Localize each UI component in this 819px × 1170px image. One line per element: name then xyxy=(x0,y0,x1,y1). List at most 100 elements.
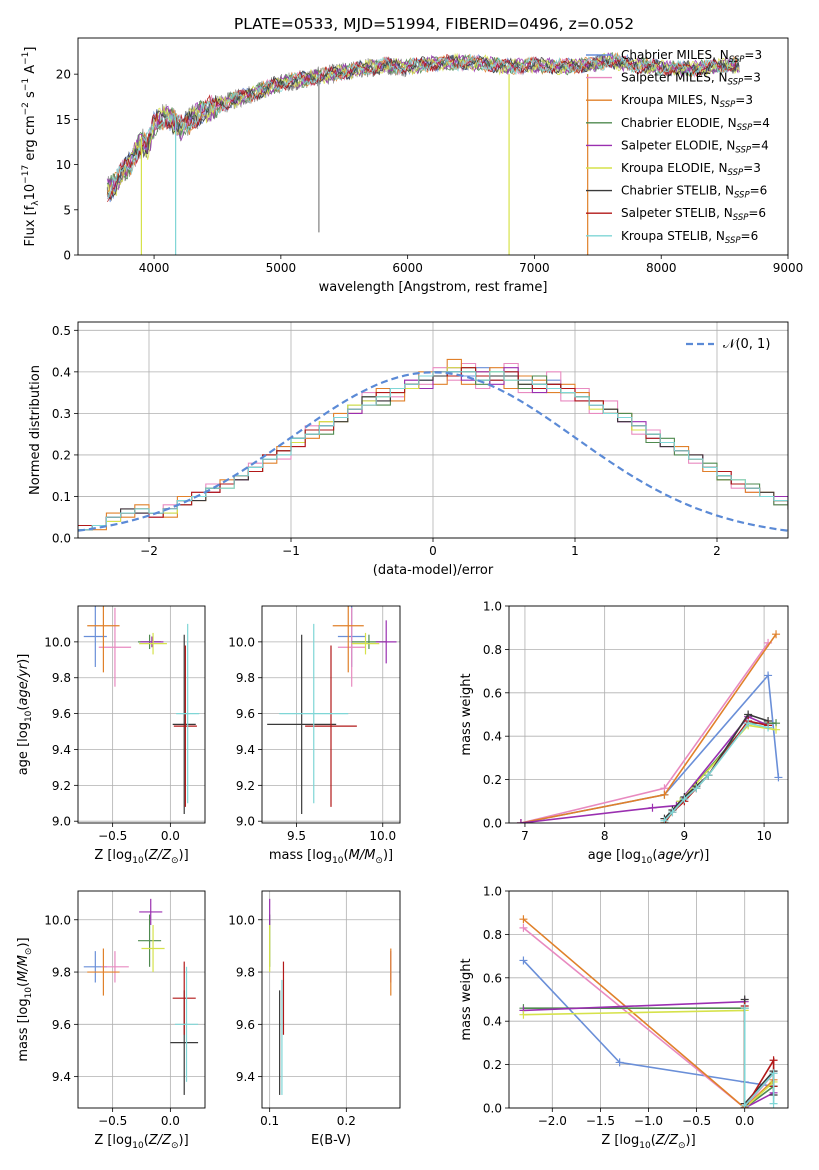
legend-label-chabrier_miles: Chabrier MILES, NSSP=3 xyxy=(621,48,762,65)
weight-marker-kroupa_stelib xyxy=(692,784,701,793)
weight-line-chabrier_stelib xyxy=(743,999,775,1106)
legend-name: Salpeter ELODIE, N xyxy=(621,138,735,152)
y-tick-label: 0.5 xyxy=(52,324,71,338)
legend-name: Chabrier STELIB, N xyxy=(621,184,734,198)
y-tick-label: 0.2 xyxy=(483,773,502,787)
legend-label-salpeter_miles: Salpeter MILES, NSSP=3 xyxy=(621,71,761,88)
weight-marker-kroupa_stelib xyxy=(769,1069,778,1078)
label-part: SSP xyxy=(728,78,744,88)
label-part: SSP xyxy=(733,213,749,223)
y-tick-label: 20 xyxy=(56,68,71,82)
x-tick-label: −0.5 xyxy=(98,829,127,843)
y-axis-label: mass weight xyxy=(459,673,474,755)
axes-frame xyxy=(508,605,789,824)
label-part: M/M xyxy=(16,955,31,982)
label-part: = xyxy=(750,184,760,198)
axes-frame xyxy=(77,890,206,1109)
label-part: age/yr xyxy=(657,848,700,863)
label-part: −1 xyxy=(21,52,31,65)
label-part: ( xyxy=(16,706,31,711)
label-part: )] xyxy=(686,1133,696,1148)
legend-name: Chabrier ELODIE, N xyxy=(621,116,737,130)
spectrum-panel: 4000 5000 6000 7000 8000 9000 0 5 10 15 20 waveleng… xyxy=(21,37,804,295)
legend-nssp: 6 xyxy=(758,206,766,220)
model-spectrum-line-salpeter_stelib xyxy=(106,53,740,203)
weight-marker-kroupa_stelib xyxy=(744,719,753,728)
y-tick-label: 9.8 xyxy=(52,966,71,980)
x-tick-label: −0.5 xyxy=(682,1114,711,1128)
y-tick-label: 15 xyxy=(56,113,71,127)
label-part: )] xyxy=(179,848,189,863)
x-axis-label: mass [log10(M/M⊙)] xyxy=(269,848,393,866)
label-part: s xyxy=(23,91,38,102)
y-tick-label: 1.0 xyxy=(483,885,502,899)
y-tick-label: 9.4 xyxy=(52,1070,71,1084)
y-axis-label: Normed distribution xyxy=(28,365,43,495)
label-part: ( xyxy=(16,982,31,987)
label-part: erg cm xyxy=(23,115,38,164)
label-part: 10 xyxy=(132,856,144,866)
weight-marker-kroupa_miles xyxy=(519,915,528,924)
label-part: = xyxy=(751,138,761,152)
y-tick-label: 9.4 xyxy=(236,743,255,757)
x-tick-label: 4000 xyxy=(139,261,170,275)
y-tick-label: 10.0 xyxy=(44,913,71,927)
weight-marker-chabrier_miles xyxy=(615,1058,624,1067)
label-part: 10 xyxy=(132,1141,144,1151)
label-part: ( xyxy=(144,1133,149,1148)
weight-marker-chabrier_miles xyxy=(774,773,783,782)
label-part: = xyxy=(748,206,758,220)
x-axis-label: Z [log10(Z/Z⊙)] xyxy=(94,848,188,866)
plot-area xyxy=(269,898,392,1095)
legend-nssp: 3 xyxy=(754,48,762,62)
x-tick-label: 7000 xyxy=(519,261,550,275)
label-part: SSP xyxy=(737,123,753,133)
y-tick-label: 5 xyxy=(63,203,71,217)
y-tick-label: 10 xyxy=(56,158,71,172)
y-axis-label-main: Flux [f xyxy=(23,205,38,246)
legend-name: Kroupa STELIB, N xyxy=(621,229,725,243)
label-part: −2 xyxy=(21,102,31,115)
label-part: SSP xyxy=(720,100,736,110)
x-tick-label: −2 xyxy=(140,544,158,558)
y-tick-label: 10.0 xyxy=(228,635,255,649)
label-part: SSP xyxy=(735,145,751,155)
histogram-step-chabrier_stelib xyxy=(78,371,788,531)
y-tick-label: 9.0 xyxy=(236,815,255,829)
y-axis-label: Flux [fλ10−17 erg cm−2 s−1 A−1] xyxy=(21,47,41,247)
label-part: SSP xyxy=(728,168,744,178)
x-tick-label: 5000 xyxy=(266,261,297,275)
y-tick-label: 0.0 xyxy=(483,817,502,831)
x-tick-label: −0.5 xyxy=(98,1114,127,1128)
x-tick-label: 6000 xyxy=(392,261,423,275)
label-part: = xyxy=(741,229,751,243)
weight-marker-salpeter_miles xyxy=(519,923,528,932)
plot-area xyxy=(516,630,783,823)
residuals-panel: −2 −1 0 1 2 0.0 0.1 0.2 0.3 0.4 0.5 (data-model)/er… xyxy=(28,321,789,578)
x-tick-label: 0.0 xyxy=(161,1114,180,1128)
weight-marker-salpeter_elodie xyxy=(516,819,525,823)
x-axis-label-main: (data-model)/error xyxy=(373,563,494,578)
x-axis-label-main: wavelength [Angstrom, rest frame] xyxy=(319,280,548,295)
x-tick-label: 0.0 xyxy=(161,829,180,843)
label-part: Z/Z xyxy=(655,1133,679,1148)
x-tick-label: 0.1 xyxy=(260,1114,279,1128)
x-tick-label: 8000 xyxy=(646,261,677,275)
weight-marker-kroupa_stelib xyxy=(740,1101,749,1108)
x-axis-label-main: Z [log xyxy=(601,1133,639,1148)
x-tick-label: 10.0 xyxy=(369,829,396,843)
y-tick-label: 1.0 xyxy=(483,600,502,614)
x-tick-label: −1.0 xyxy=(634,1114,663,1128)
weight-line-kroupa_miles xyxy=(522,918,775,1108)
label-part: SSP xyxy=(734,191,750,201)
weight-marker-chabrier_miles xyxy=(519,956,528,965)
label-part: ( xyxy=(144,848,149,863)
x-tick-label: 10 xyxy=(756,829,771,843)
legend-nssp: 4 xyxy=(762,116,770,130)
x-tick-label: 9000 xyxy=(773,261,804,275)
y-tick-label: 0.1 xyxy=(52,490,71,504)
y-tick-label: 0.2 xyxy=(52,448,71,462)
model-spectrum-line-kroupa_stelib xyxy=(106,52,740,200)
legend-name: Chabrier MILES, N xyxy=(621,48,729,62)
legend-label-kroupa_elodie: Kroupa ELODIE, NSSP=3 xyxy=(621,161,761,178)
